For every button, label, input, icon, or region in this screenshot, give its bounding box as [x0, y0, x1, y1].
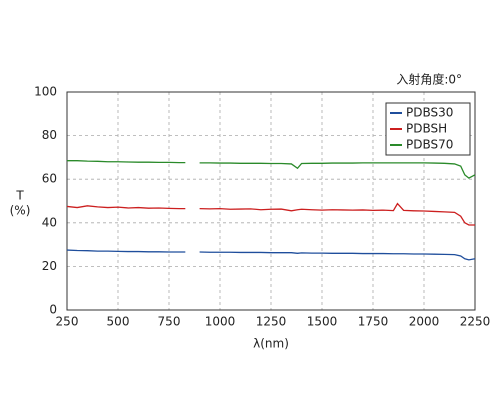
x-tick-label: 1500 [307, 315, 338, 329]
legend-label: PDBSH [406, 122, 447, 136]
series-line [67, 160, 476, 179]
x-tick-label: 1750 [358, 315, 389, 329]
x-tick-label: 2250 [460, 315, 491, 329]
x-tick-label: 1250 [256, 315, 287, 329]
plot-frame [66, 91, 476, 311]
series-line [66, 249, 476, 261]
legend-box [385, 102, 471, 156]
x-tick-label: 2000 [409, 315, 440, 329]
x-axis-label: λ(nm) [253, 337, 289, 351]
x-tick-label: 250 [56, 315, 79, 329]
annotation: 入射角度:0° [396, 72, 462, 87]
y-tick-label: 0 [49, 303, 57, 317]
x-tick-label: 500 [107, 315, 130, 329]
y-axis-label: (%) [10, 204, 31, 218]
y-tick-label: 60 [42, 172, 57, 186]
legend-label: PDBS70 [406, 138, 453, 152]
x-tick-label: 750 [158, 315, 181, 329]
y-axis-label: T [15, 189, 24, 203]
y-tick-label: 100 [34, 85, 57, 99]
y-tick-label: 80 [42, 128, 57, 142]
legend-label: PDBS30 [406, 106, 453, 120]
x-tick-label: 1000 [205, 315, 236, 329]
y-tick-label: 20 [42, 259, 57, 273]
y-tick-label: 40 [42, 215, 57, 229]
series-line [66, 202, 475, 226]
